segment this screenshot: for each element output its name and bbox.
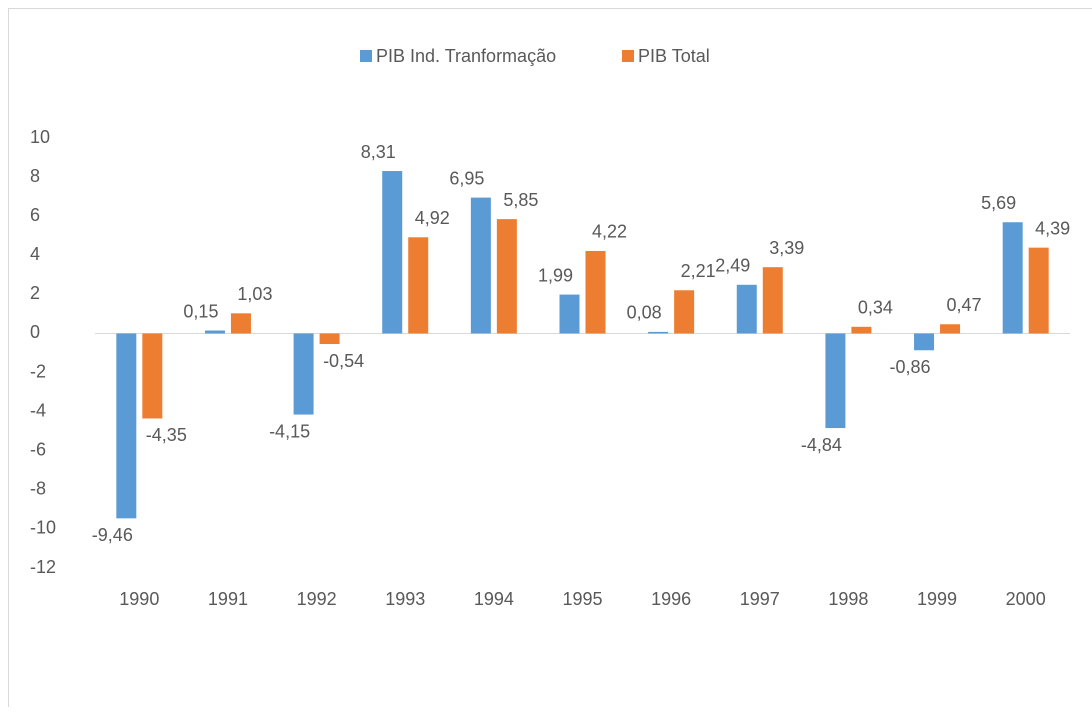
data-label: 1,03 bbox=[237, 284, 272, 304]
data-label: 5,85 bbox=[503, 190, 538, 210]
x-tick-label: 1996 bbox=[651, 589, 691, 609]
data-label: -0,54 bbox=[323, 351, 364, 371]
bar bbox=[560, 295, 580, 334]
bar bbox=[940, 324, 960, 333]
x-tick-label: 1991 bbox=[208, 589, 248, 609]
y-tick-label: -2 bbox=[30, 361, 46, 381]
bar bbox=[648, 332, 668, 334]
legend-swatch bbox=[622, 50, 634, 62]
bar bbox=[763, 267, 783, 333]
bar bbox=[320, 333, 340, 344]
data-label: 0,34 bbox=[858, 298, 893, 318]
y-tick-label: -4 bbox=[30, 400, 46, 420]
data-label: 3,39 bbox=[769, 238, 804, 258]
data-label: 4,92 bbox=[415, 208, 450, 228]
x-tick-label: 2000 bbox=[1006, 589, 1046, 609]
legend-swatch bbox=[360, 50, 372, 62]
data-label: 6,95 bbox=[449, 168, 484, 188]
x-tick-label: 1998 bbox=[828, 589, 868, 609]
data-label: 1,99 bbox=[538, 265, 573, 285]
bar bbox=[825, 333, 845, 428]
y-tick-label: 0 bbox=[30, 322, 40, 342]
x-tick-label: 1990 bbox=[119, 589, 159, 609]
x-tick-label: 1997 bbox=[740, 589, 780, 609]
bar bbox=[1003, 222, 1023, 333]
data-label: -4,35 bbox=[146, 425, 187, 445]
x-tick-label: 1999 bbox=[917, 589, 957, 609]
legend-label: PIB Ind. Tranformação bbox=[376, 46, 556, 66]
bar bbox=[142, 333, 162, 418]
x-tick-label: 1993 bbox=[385, 589, 425, 609]
data-label: 5,69 bbox=[981, 193, 1016, 213]
data-label: 4,22 bbox=[592, 222, 627, 242]
y-tick-label: -10 bbox=[30, 518, 56, 538]
y-tick-label: 6 bbox=[30, 205, 40, 225]
data-label: -4,84 bbox=[801, 435, 842, 455]
data-label: 4,39 bbox=[1035, 218, 1070, 238]
bar bbox=[408, 237, 428, 333]
bar bbox=[471, 198, 491, 334]
bar bbox=[294, 333, 314, 414]
bar bbox=[205, 331, 225, 334]
data-label: 0,08 bbox=[627, 303, 662, 323]
y-tick-label: -12 bbox=[30, 557, 56, 577]
x-tick-label: 1995 bbox=[562, 589, 602, 609]
bar bbox=[737, 285, 757, 334]
data-label: -0,86 bbox=[890, 357, 931, 377]
y-tick-label: -6 bbox=[30, 439, 46, 459]
data-label: 2,21 bbox=[681, 261, 716, 281]
y-tick-label: 10 bbox=[30, 127, 50, 147]
bar bbox=[231, 313, 251, 333]
y-tick-label: -8 bbox=[30, 479, 46, 499]
data-label: 2,49 bbox=[715, 256, 750, 276]
y-tick-label: 2 bbox=[30, 283, 40, 303]
bar bbox=[851, 327, 871, 334]
bar bbox=[674, 290, 694, 333]
bar bbox=[1029, 248, 1049, 334]
bar bbox=[116, 333, 136, 518]
bar bbox=[497, 219, 517, 333]
legend-label: PIB Total bbox=[638, 46, 710, 66]
y-tick-label: 8 bbox=[30, 166, 40, 186]
y-tick-label: 4 bbox=[30, 244, 40, 264]
x-tick-label: 1994 bbox=[474, 589, 514, 609]
data-label: 0,15 bbox=[183, 301, 218, 321]
data-label: 0,47 bbox=[947, 295, 982, 315]
data-label: -9,46 bbox=[92, 525, 133, 545]
data-label: -4,15 bbox=[269, 421, 310, 441]
x-tick-label: 1992 bbox=[297, 589, 337, 609]
bar bbox=[586, 251, 606, 333]
data-label: 8,31 bbox=[361, 142, 396, 162]
bar bbox=[382, 171, 402, 333]
bar bbox=[914, 333, 934, 350]
